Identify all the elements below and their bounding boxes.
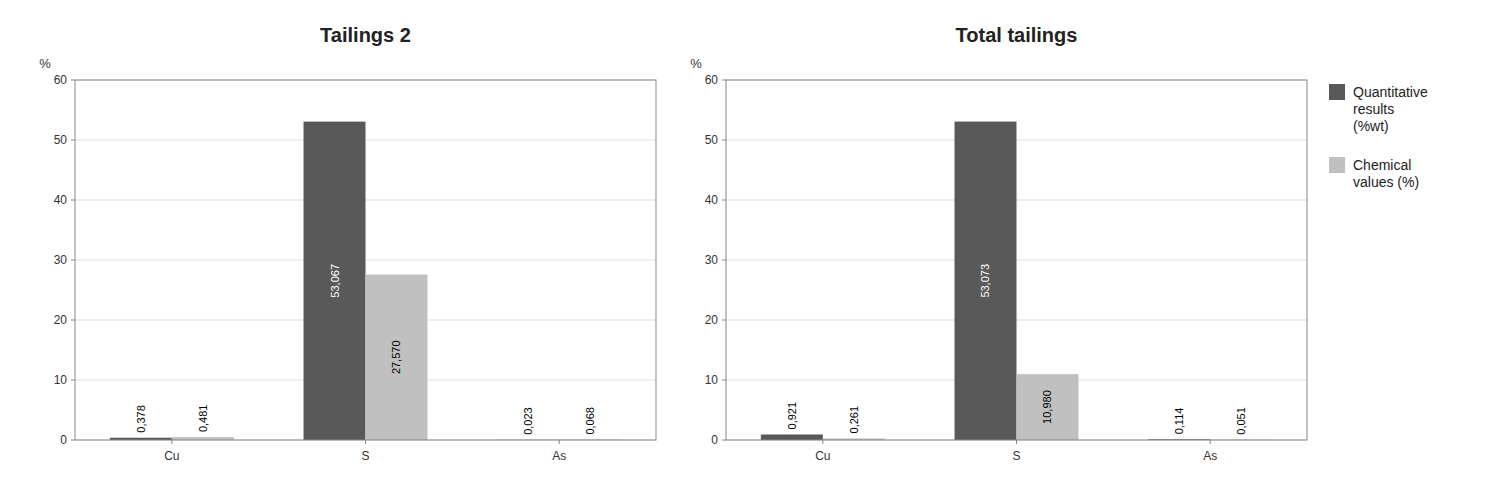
y-tick [71, 320, 75, 321]
y-tick [71, 200, 75, 201]
y-tick [71, 440, 75, 441]
y-tick-label: 40 [705, 193, 719, 207]
data-label: 10,980 [1041, 390, 1053, 424]
x-tick [1016, 440, 1017, 444]
y-tick [722, 140, 726, 141]
data-labels: 0,378 53,067 0,023 0,481 27,570 0,068 [135, 264, 596, 435]
chart-root: Tailings 2 0 10 20 30 40 50 60% 0,378 53,067 0,023… [0, 0, 1492, 486]
x-tick-label: S [1012, 449, 1020, 463]
bars [761, 122, 1272, 440]
y-tick-label: 20 [705, 313, 719, 327]
x-tick-label: Cu [815, 449, 830, 463]
data-label: 0,114 [1173, 408, 1185, 435]
data-label: 0,051 [1235, 407, 1247, 435]
y-tick [722, 320, 726, 321]
plot-frame [726, 80, 1307, 440]
y-tick-label: 60 [54, 73, 68, 87]
data-label: 0,261 [848, 406, 860, 434]
data-label: 27,570 [390, 340, 402, 374]
bar [761, 434, 823, 440]
data-label: 0,481 [197, 405, 209, 433]
data-label: 0,921 [786, 402, 798, 430]
y-axis-label: % [39, 56, 51, 71]
legend-swatch [1329, 84, 1345, 100]
data-label: 53,067 [329, 264, 341, 298]
data-label: 53,073 [980, 264, 992, 298]
x-tick [1210, 440, 1211, 444]
y-tick-label: 0 [711, 433, 718, 447]
data-labels: 0,921 53,073 0,114 0,261 10,980 0,051 [786, 264, 1247, 435]
chart-title: Total tailings [956, 24, 1078, 46]
plot-frame [75, 80, 656, 440]
bar [1017, 374, 1079, 440]
y-tick [71, 140, 75, 141]
y-tick-label: 0 [60, 433, 67, 447]
data-label: 0,378 [135, 405, 147, 433]
bars [110, 122, 621, 440]
y-tick-label: 30 [705, 253, 719, 267]
y-tick [722, 380, 726, 381]
y-tick [722, 260, 726, 261]
y-tick-label: 60 [705, 73, 719, 87]
y-tick-label: 30 [54, 253, 68, 267]
x-tick [559, 440, 560, 444]
y-tick-label: 10 [705, 373, 719, 387]
x-tick [365, 440, 366, 444]
bar [366, 275, 428, 440]
x-tick [822, 440, 823, 444]
y-tick [722, 200, 726, 201]
x-tick-label: As [1203, 449, 1217, 463]
y-tick-label: 10 [54, 373, 68, 387]
legend-label: Quantitativeresults(%wt) [1353, 84, 1428, 134]
bar [304, 122, 366, 440]
y-tick [71, 80, 75, 81]
x-tick-label: As [552, 449, 566, 463]
y-tick [71, 380, 75, 381]
chart: Total tailings0102030405060%0,92153,0730… [690, 24, 1307, 463]
data-label: 0,068 [584, 407, 596, 435]
bar [955, 122, 1017, 440]
data-label: 0,023 [522, 407, 534, 435]
y-axis-label: % [690, 56, 702, 71]
legend: Quantitativeresults(%wt) Chemicalvalues (… [1329, 84, 1428, 190]
y-tick-label: 50 [705, 133, 719, 147]
y-tick-label: 50 [54, 133, 68, 147]
chart-svg: Tailings 2 0 10 20 30 40 50 60% 0,378 53,067 0,023… [0, 0, 1492, 486]
y-tick-label: 20 [54, 313, 68, 327]
y-tick [722, 440, 726, 441]
chart-title: Tailings 2 [320, 24, 411, 46]
legend-label: Chemicalvalues (%) [1353, 157, 1419, 190]
chart: Tailings 2 0 10 20 30 40 50 60% 0,378 53,067 0,023… [39, 24, 656, 463]
legend-swatch [1329, 157, 1345, 173]
y-tick-label: 40 [54, 193, 68, 207]
y-tick [722, 80, 726, 81]
x-tick-label: S [361, 449, 369, 463]
y-tick [71, 260, 75, 261]
x-tick-label: Cu [164, 449, 179, 463]
x-tick [171, 440, 172, 444]
